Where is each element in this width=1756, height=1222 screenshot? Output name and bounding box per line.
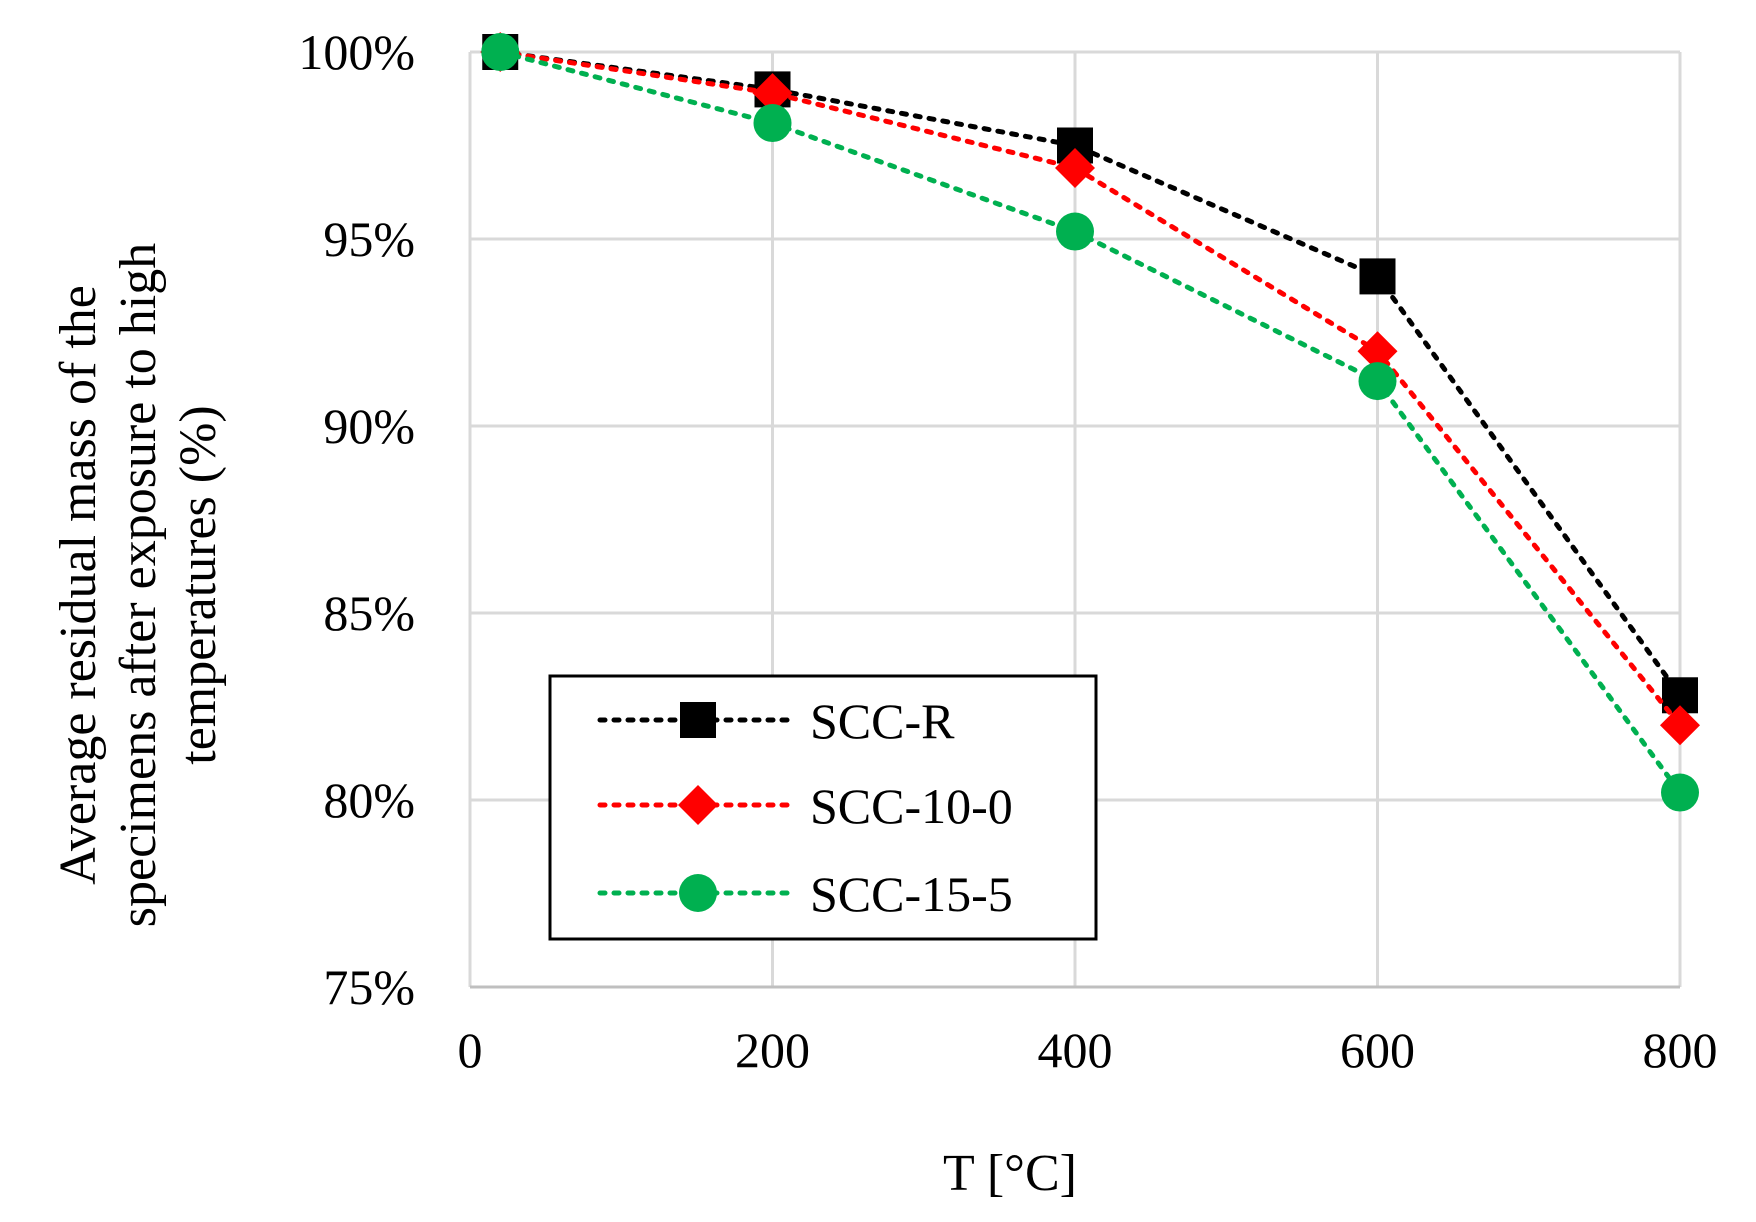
legend-label: SCC-10-0: [810, 778, 1013, 834]
data-point: [753, 104, 792, 143]
plot-frame: [468, 52, 1680, 989]
grid: [470, 50, 1682, 987]
y-tick-label: 85%: [323, 585, 415, 641]
x-tick-label: 0: [458, 1022, 483, 1078]
legend-label: SCC-15-5: [810, 866, 1013, 922]
data-point: [1359, 258, 1396, 295]
x-tick-label: 600: [1340, 1022, 1415, 1078]
data-point: [1056, 212, 1094, 251]
legend-item: SCC-15-5: [597, 866, 1013, 922]
y-axis-title-line-3: temperatures (%): [170, 405, 227, 764]
x-tick-label: 200: [735, 1022, 810, 1078]
series-SCC-R: [482, 34, 1698, 714]
y-tick-label: 90%: [323, 398, 415, 454]
data-point: [1661, 773, 1699, 812]
y-tick-label: 75%: [323, 959, 415, 1015]
y-tick-label: 100%: [298, 24, 415, 80]
data-point: [481, 33, 520, 71]
legend: SCC-R SCC-10-0 SCC-15-5: [548, 674, 1098, 941]
data-point: [1055, 147, 1095, 188]
legend-label: SCC-R: [810, 693, 955, 749]
series-layer: [480, 32, 1700, 812]
x-axis-title: T [°C]: [943, 1145, 1077, 1202]
legend-marker: [679, 874, 717, 912]
series-SCC-15-5: [481, 33, 1699, 812]
y-axis-title-line-2: specimens after exposure to high: [110, 243, 167, 927]
y-axis-ticks: 75% 80% 85% 90% 95% 100%: [298, 24, 415, 1015]
y-axis-title-line-1: Average residual mass of the: [50, 285, 107, 885]
legend-item: SCC-R: [597, 693, 955, 749]
data-point: [1660, 705, 1700, 746]
y-tick-label: 80%: [323, 772, 415, 828]
y-tick-label: 95%: [323, 211, 415, 267]
legend-marker: [678, 785, 718, 825]
data-point: [1358, 362, 1397, 401]
x-tick-label: 800: [1643, 1022, 1718, 1078]
x-axis-ticks: 0 200 400 600 800: [458, 1022, 1718, 1078]
y-axis-title: Average residual mass of the specimens a…: [50, 243, 227, 927]
legend-item: SCC-10-0: [597, 778, 1013, 834]
legend-marker: [680, 702, 716, 738]
x-tick-label: 400: [1038, 1022, 1113, 1078]
data-point: [1357, 331, 1398, 372]
data-point: [752, 73, 793, 114]
